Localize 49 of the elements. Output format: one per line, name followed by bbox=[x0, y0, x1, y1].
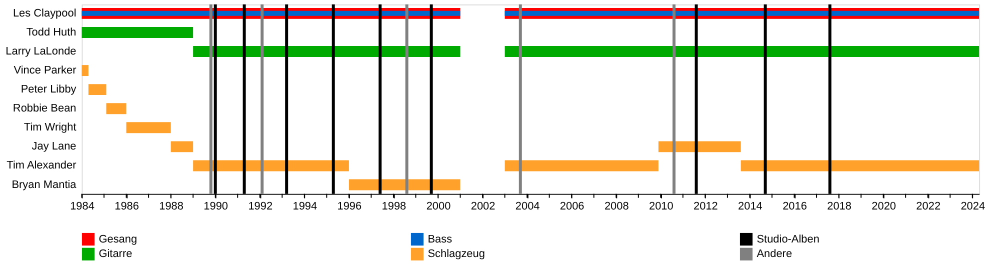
legend-label: Gesang bbox=[98, 233, 138, 246]
bar bbox=[504, 46, 980, 57]
x-tick-label: 2000 bbox=[426, 200, 451, 212]
x-tick-label: 2014 bbox=[738, 200, 762, 212]
x-tick-label: 2024 bbox=[960, 200, 986, 212]
y-tick-label: Vince Parker bbox=[14, 64, 77, 77]
x-tick-label: 1996 bbox=[337, 200, 362, 212]
bar bbox=[82, 26, 194, 38]
legend-label: Gitarre bbox=[98, 248, 132, 260]
x-tick-label: 2008 bbox=[604, 200, 629, 212]
bar bbox=[504, 160, 658, 172]
y-tick-label: Robbie Bean bbox=[12, 102, 76, 115]
bar bbox=[106, 103, 126, 114]
y-tick-label: Tim Wright bbox=[24, 122, 76, 134]
y-tick-label: Todd Huth bbox=[26, 26, 76, 38]
x-tick-label: 2018 bbox=[827, 200, 852, 212]
bar bbox=[88, 84, 106, 96]
x-tick-label: 2010 bbox=[648, 200, 674, 212]
legend-label: Studio-Alben bbox=[756, 233, 820, 246]
x-tick-label: 1994 bbox=[292, 200, 318, 212]
y-tick-label: Les Claypool bbox=[12, 7, 76, 20]
x-tick-label: 2022 bbox=[916, 200, 941, 212]
legend-label: Andere bbox=[756, 248, 792, 260]
x-tick-label: 1988 bbox=[159, 200, 184, 212]
bar bbox=[170, 141, 194, 152]
x-tick-label: 2016 bbox=[782, 200, 807, 212]
x-tick-label: 1984 bbox=[70, 200, 94, 212]
x-tick-label: 2012 bbox=[694, 200, 718, 212]
x-tick-label: 1992 bbox=[248, 200, 273, 212]
bar bbox=[740, 160, 980, 172]
x-tick-label: 2004 bbox=[515, 200, 540, 212]
bar bbox=[348, 179, 460, 190]
x-tick-label: 1990 bbox=[204, 200, 228, 212]
y-tick-label: Peter Libby bbox=[20, 84, 77, 96]
y-tick-label: Jay Lane bbox=[32, 140, 76, 153]
bar bbox=[126, 122, 171, 134]
bar bbox=[658, 141, 741, 152]
y-tick-label: Tim Alexander bbox=[6, 160, 77, 172]
y-tick-label: Bryan Mantia bbox=[12, 178, 78, 191]
legend-label: Bass bbox=[428, 233, 453, 246]
legend-label: Schlagzeug bbox=[428, 248, 485, 260]
x-tick-label: 2006 bbox=[560, 200, 584, 212]
x-tick-label: 1986 bbox=[114, 200, 139, 212]
bar bbox=[82, 65, 88, 76]
x-tick-label: 1998 bbox=[382, 200, 406, 212]
bar bbox=[504, 10, 980, 16]
x-tick-label: 2002 bbox=[470, 200, 496, 212]
y-tick-label: Larry LaLonde bbox=[6, 45, 76, 58]
x-tick-label: 2020 bbox=[872, 200, 896, 212]
